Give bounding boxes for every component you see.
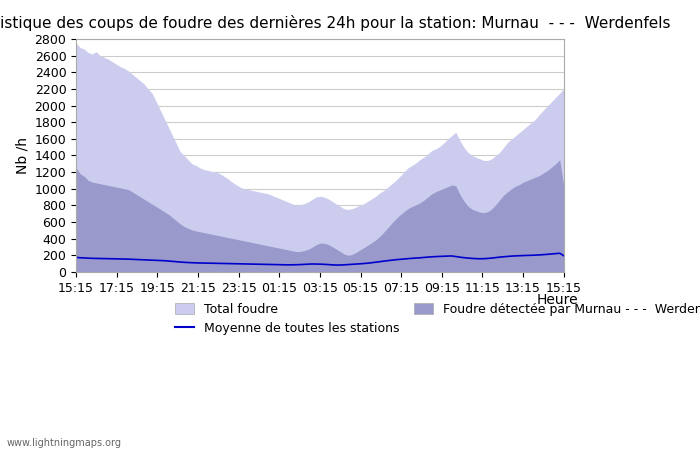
Title: Statistique des coups de foudre des dernières 24h pour la station: Murnau  - - -: Statistique des coups de foudre des dern… [0,15,671,31]
Legend: Total foudre, Moyenne de toutes les stations, Foudre détectée par Murnau - - -  : Total foudre, Moyenne de toutes les stat… [170,298,700,340]
Y-axis label: Nb /h: Nb /h [15,137,29,174]
X-axis label: Heure: Heure [537,293,578,307]
Text: www.lightningmaps.org: www.lightningmaps.org [7,438,122,448]
